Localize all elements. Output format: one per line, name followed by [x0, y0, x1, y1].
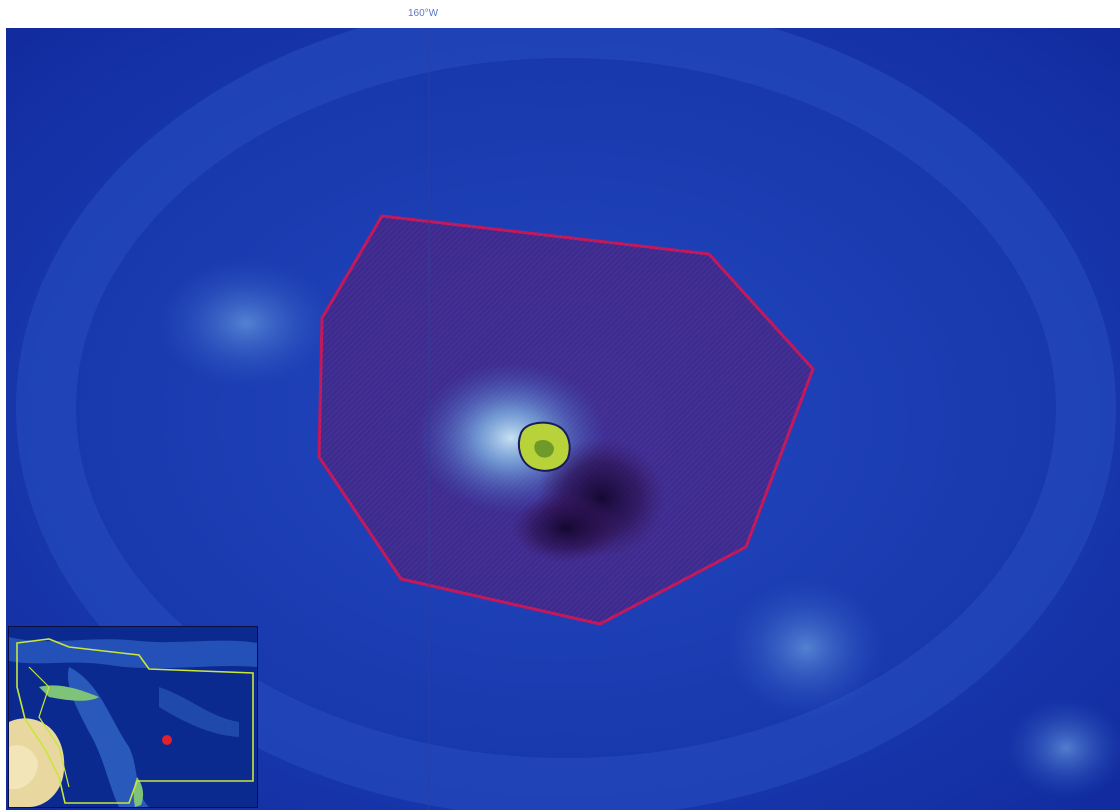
red-dot-icon [162, 735, 172, 745]
inset-region-inner-outline [28, 666, 70, 788]
inset-region-outline [16, 638, 254, 804]
inset-ridge [68, 667, 149, 807]
locator-inset-map[interactable] [8, 626, 258, 808]
island-interior [534, 440, 554, 458]
inset-ridge-east [159, 687, 239, 737]
seamount-ring [16, 28, 1116, 810]
inset-australia-interior [9, 745, 38, 789]
seamount-southeast [726, 578, 886, 718]
inset-new-guinea [39, 685, 99, 701]
longitude-label: 160°W [408, 8, 439, 19]
deep-shadow-lower [511, 493, 621, 563]
inset-map-canvas [9, 627, 257, 807]
seamount-west [156, 258, 336, 388]
inset-shelf-north [9, 637, 257, 669]
seamount-far-southeast [1006, 698, 1120, 798]
